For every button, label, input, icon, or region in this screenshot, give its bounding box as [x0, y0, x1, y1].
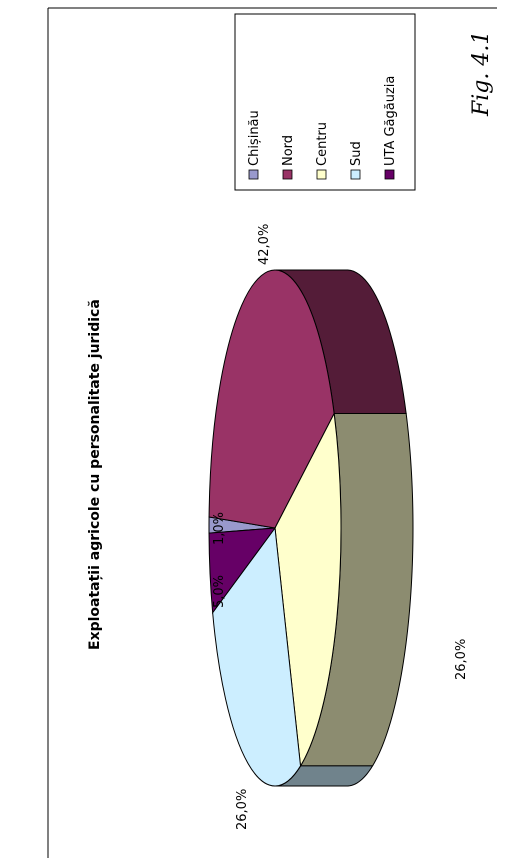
pie-chart [208, 269, 414, 787]
legend-swatch-uta-gagauzia [384, 169, 395, 180]
data-label-sud: 26,0% [235, 789, 250, 830]
legend-swatch-chisinau [248, 169, 259, 180]
legend-label-sud: Sud [349, 141, 364, 166]
data-label-uta-gagauzia: 5,0% [212, 575, 227, 608]
data-label-nord: 42,0% [257, 224, 272, 265]
chart-title: Exploatații agricole cu personalitate ju… [87, 299, 103, 650]
slice-nord [208, 269, 335, 529]
legend-box [234, 13, 416, 191]
data-label-centru: 26,0% [454, 639, 469, 680]
slice-sud [212, 526, 302, 787]
legend-label-uta-gagauzia: UTA Găgăuzia [383, 76, 398, 166]
legend-label-chisinau: Chișinău [247, 110, 262, 166]
legend-label-centru: Centru [315, 122, 330, 166]
legend-label-nord: Nord [281, 135, 296, 166]
legend-swatch-centru [316, 169, 327, 180]
legend-swatch-sud [350, 169, 361, 180]
legend-swatch-nord [282, 169, 293, 180]
slice-uta-gagauzia [208, 527, 277, 614]
data-label-chisinau: 1,0% [212, 512, 227, 545]
figure-label: Fig. 4.1 [469, 31, 494, 117]
legend: Chișinău Nord Centru Sud UTA Găgăuzia [234, 13, 416, 191]
